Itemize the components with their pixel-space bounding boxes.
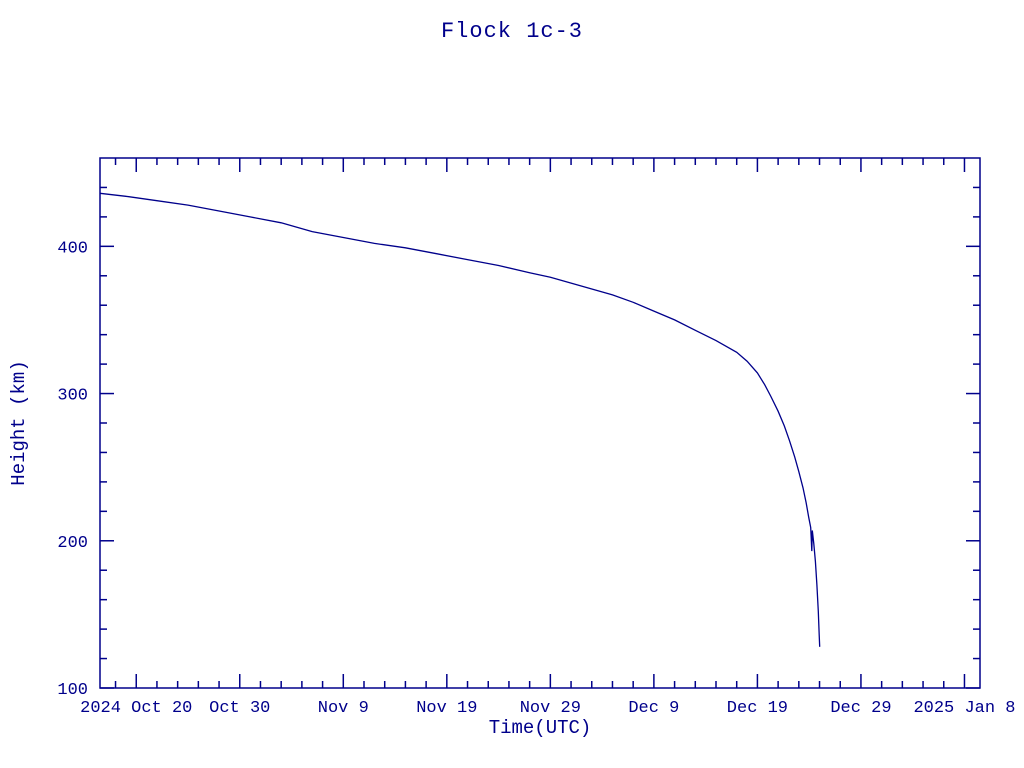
data-series-line xyxy=(99,192,821,647)
y-tick-label: 200 xyxy=(57,534,88,553)
x-axis-label: Time(UTC) xyxy=(489,717,592,739)
x-tick-label: 2025 Jan 8 xyxy=(913,699,1015,718)
x-tick-label: 2024 Oct 20 xyxy=(80,699,192,718)
plot-frame xyxy=(99,157,981,689)
y-tick-labels: 100 200 300 400 xyxy=(57,239,88,700)
x-tick-label: Nov 29 xyxy=(520,699,581,718)
y-axis-label: Height (km) xyxy=(8,360,30,485)
x-tick-label: Dec 19 xyxy=(727,699,788,718)
x-tick-label: Dec 29 xyxy=(830,699,891,718)
chart-title: Flock 1c-3 xyxy=(441,19,583,44)
x-tick-label: Dec 9 xyxy=(628,699,679,718)
x-tick-label: Nov 19 xyxy=(416,699,477,718)
y-tick-label: 400 xyxy=(57,239,88,258)
x-tick-label: Nov 9 xyxy=(318,699,369,718)
axis-ticks xyxy=(100,158,980,689)
height-decay-line xyxy=(99,192,821,647)
x-tick-labels: 2024 Oct 20 Oct 30 Nov 9 Nov 19 Nov 29 Dec 9 D… xyxy=(80,699,1015,718)
y-tick-label: 100 xyxy=(57,681,88,700)
x-tick-label: Oct 30 xyxy=(209,699,270,718)
y-tick-label: 300 xyxy=(57,387,88,406)
